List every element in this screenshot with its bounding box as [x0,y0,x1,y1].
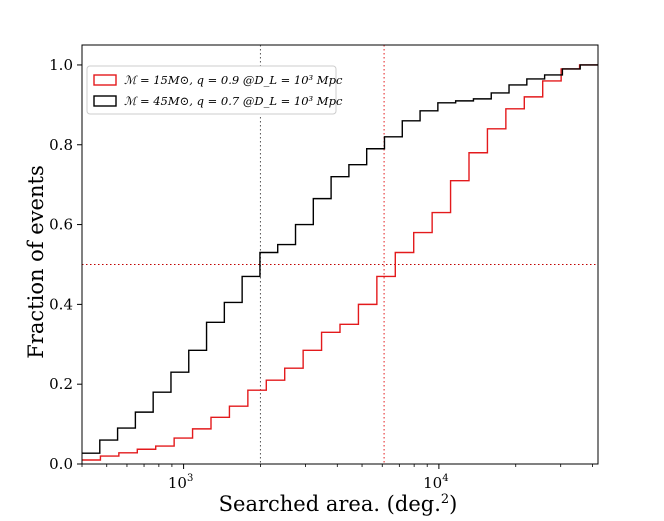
x-axis-label: Searched area. (deg.2) [219,492,458,516]
x-axis-label-main: Searched area. (deg. [219,492,441,516]
series-black-steps [82,64,598,454]
y-tick-label-5: 1.0 [49,56,73,74]
x-axis-label-close: ) [449,492,457,516]
x-tick-label-0: 103 [168,473,193,492]
axis-ticks: 0.0 0.2 0.4 0.6 0.8 1.0 103 104 [49,56,593,492]
y-tick-label-0: 0.0 [49,455,73,473]
y-tick-label-2: 0.4 [49,295,73,313]
plot-frame [81,44,599,465]
y-tick-label-4: 0.8 [49,136,73,154]
legend-label-1: ℳ = 45M⊙, q = 0.7 @D_L = 10³ Mpc [124,94,343,108]
legend-swatch-0 [93,74,117,86]
series-layer [82,64,598,461]
legend-label-0: ℳ = 15M⊙, q = 0.9 @D_L = 10³ Mpc [124,73,343,87]
series-red-steps [82,64,598,461]
y-tick-label-3: 0.6 [49,216,73,234]
legend: ℳ = 15M⊙, q = 0.9 @D_L = 10³ Mpc ℳ = 45M⊙… [86,65,343,115]
legend-swatch-1 [93,95,117,107]
x-tick-label-1: 104 [423,473,448,492]
x-axis-label-sup: 2 [441,492,449,507]
legend-box [86,65,337,115]
y-axis-label: Fraction of events [24,165,48,358]
y-tick-label-1: 0.2 [49,375,73,393]
